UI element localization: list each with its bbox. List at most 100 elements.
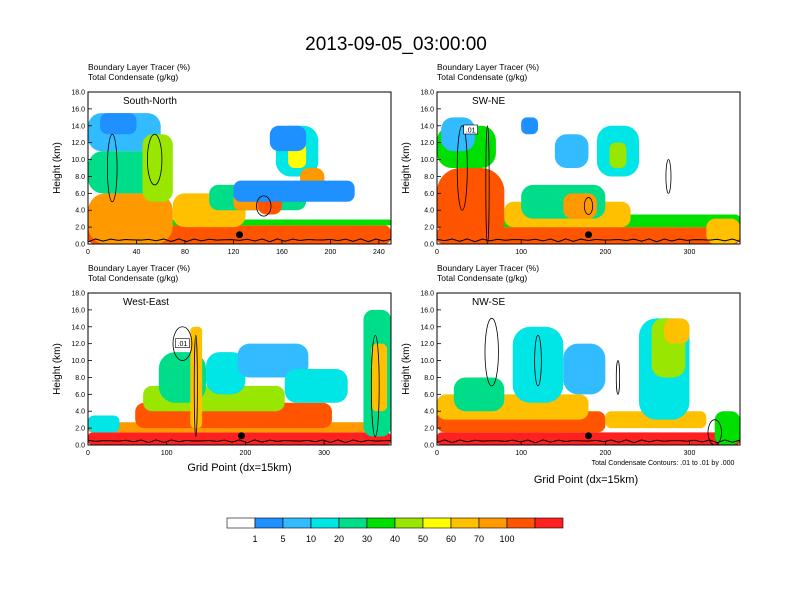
x-tick-label: 240 xyxy=(373,249,385,256)
y-tick-label: 0.0 xyxy=(424,443,434,450)
x-tick-label: 0 xyxy=(86,450,90,457)
condensate-contour xyxy=(146,133,163,186)
location-marker xyxy=(585,432,592,440)
x-tick-label: 200 xyxy=(599,249,611,256)
y-tick-label: 18.0 xyxy=(71,90,85,97)
tracer-cell xyxy=(664,318,690,344)
section-title: West-East xyxy=(123,297,169,308)
contour-label: .01 xyxy=(175,338,190,348)
y-tick-label: 0.0 xyxy=(75,443,85,450)
y-tick-label: 4.0 xyxy=(75,208,85,215)
condensate-contour xyxy=(256,195,272,217)
plot-area xyxy=(88,92,391,244)
y-tick-label: 12.0 xyxy=(420,341,434,348)
tracer-cell xyxy=(554,134,589,168)
colorbar-swatch xyxy=(254,517,284,529)
tracer-cell xyxy=(437,168,505,244)
x-tick-label: 160 xyxy=(276,249,288,256)
condensate-contour xyxy=(484,317,499,387)
panel-field1-label: Boundary Layer Tracer (%) xyxy=(88,263,190,273)
y-tick-label: 18.0 xyxy=(71,291,85,298)
panel-field2-label: Total Condensate (g/kg) xyxy=(437,72,527,82)
colorbar-swatch xyxy=(394,517,424,529)
colorbar-label: 50 xyxy=(418,534,428,544)
x-axis-label: Grid Point (dx=15km) xyxy=(187,462,291,474)
x-tick-label: 80 xyxy=(181,249,189,256)
y-tick-label: 2.0 xyxy=(75,225,85,232)
plot-frame xyxy=(87,91,392,245)
x-tick-label: 200 xyxy=(325,249,337,256)
plot-frame xyxy=(87,292,392,446)
plot-area xyxy=(437,92,740,244)
colorbar-label: 40 xyxy=(390,534,400,544)
colorbar: 1 5 10 20 30 40 50 60 70 100 xyxy=(226,517,564,544)
colorbar-swatch xyxy=(226,517,256,529)
tracer-cell xyxy=(206,352,246,395)
location-marker xyxy=(237,432,245,440)
panel-west-east: Boundary Layer Tracer (%)Total Condensat… xyxy=(52,263,392,474)
condensate-contour xyxy=(665,159,672,194)
tracer-cell xyxy=(88,415,120,433)
x-tick-label: 200 xyxy=(240,450,252,457)
colorbar-swatch xyxy=(450,517,480,529)
y-axis-label: Height (km) xyxy=(52,142,63,194)
location-marker xyxy=(236,231,243,239)
condensate-contour-note: Total Condensate Contours: .01 to .01 by… xyxy=(592,460,735,467)
condensate-contour xyxy=(534,334,542,387)
panel-field2-label: Total Condensate (g/kg) xyxy=(88,273,178,283)
y-tick-label: 2.0 xyxy=(424,426,434,433)
condensate-contour xyxy=(615,360,621,395)
y-tick-label: 2.0 xyxy=(424,225,434,232)
y-tick-label: 10.0 xyxy=(71,157,85,164)
colorbar-label: 1 xyxy=(252,534,257,544)
y-tick-label: 6.0 xyxy=(424,191,434,198)
y-tick-label: 8.0 xyxy=(75,174,85,181)
x-tick-label: 120 xyxy=(228,249,240,256)
condensate-contour xyxy=(456,125,468,211)
panel-field1-label: Boundary Layer Tracer (%) xyxy=(437,263,539,273)
colorbar-label: 30 xyxy=(362,534,372,544)
x-tick-label: 0 xyxy=(435,249,439,256)
colorbar-swatch xyxy=(310,517,340,529)
tracer-cell xyxy=(142,134,173,202)
colorbar-swatch xyxy=(422,517,452,529)
panel-field1-label: Boundary Layer Tracer (%) xyxy=(437,62,539,72)
y-tick-label: 4.0 xyxy=(75,409,85,416)
shared-x-axis-label: Grid Point (dx=15km) xyxy=(534,474,638,486)
y-tick-label: 10.0 xyxy=(71,358,85,365)
y-tick-label: 8.0 xyxy=(424,375,434,382)
tracer-cell xyxy=(714,411,740,445)
y-tick-label: 4.0 xyxy=(424,208,434,215)
panel-south-north: Boundary Layer Tracer (%)Total Condensat… xyxy=(52,62,392,256)
y-tick-label: 14.0 xyxy=(420,324,434,331)
condensate-contour xyxy=(193,334,198,437)
plot-area xyxy=(437,293,740,445)
tracer-cell xyxy=(706,218,740,244)
tracer-cell xyxy=(609,142,627,168)
tracer-cell xyxy=(563,193,597,219)
x-tick-label: 100 xyxy=(515,249,527,256)
svg-text:.01: .01 xyxy=(466,128,476,135)
x-tick-label: 200 xyxy=(599,450,611,457)
x-tick-label: 0 xyxy=(435,450,439,457)
colorbar-swatch xyxy=(478,517,508,529)
y-tick-label: 14.0 xyxy=(71,324,85,331)
tracer-cell xyxy=(521,117,538,135)
plot-frame xyxy=(436,91,741,245)
panel-sw-ne: Boundary Layer Tracer (%)Total Condensat… xyxy=(401,62,741,256)
panel-field1-label: Boundary Layer Tracer (%) xyxy=(88,62,190,72)
y-tick-label: 6.0 xyxy=(75,191,85,198)
x-tick-label: 0 xyxy=(86,249,90,256)
colorbar-swatch xyxy=(534,517,564,529)
y-tick-label: 16.0 xyxy=(420,307,434,314)
y-tick-label: 12.0 xyxy=(420,140,434,147)
panel-nw-se: Boundary Layer Tracer (%)Total Condensat… xyxy=(401,263,741,457)
contour-label: .01 xyxy=(463,124,478,135)
tracer-cell xyxy=(563,343,606,395)
svg-text:.01: .01 xyxy=(178,341,188,348)
plot-area xyxy=(88,293,391,445)
colorbar-label: 5 xyxy=(280,534,285,544)
condensate-contour xyxy=(172,326,193,361)
y-tick-label: 14.0 xyxy=(420,123,434,130)
x-tick-label: 100 xyxy=(161,450,173,457)
